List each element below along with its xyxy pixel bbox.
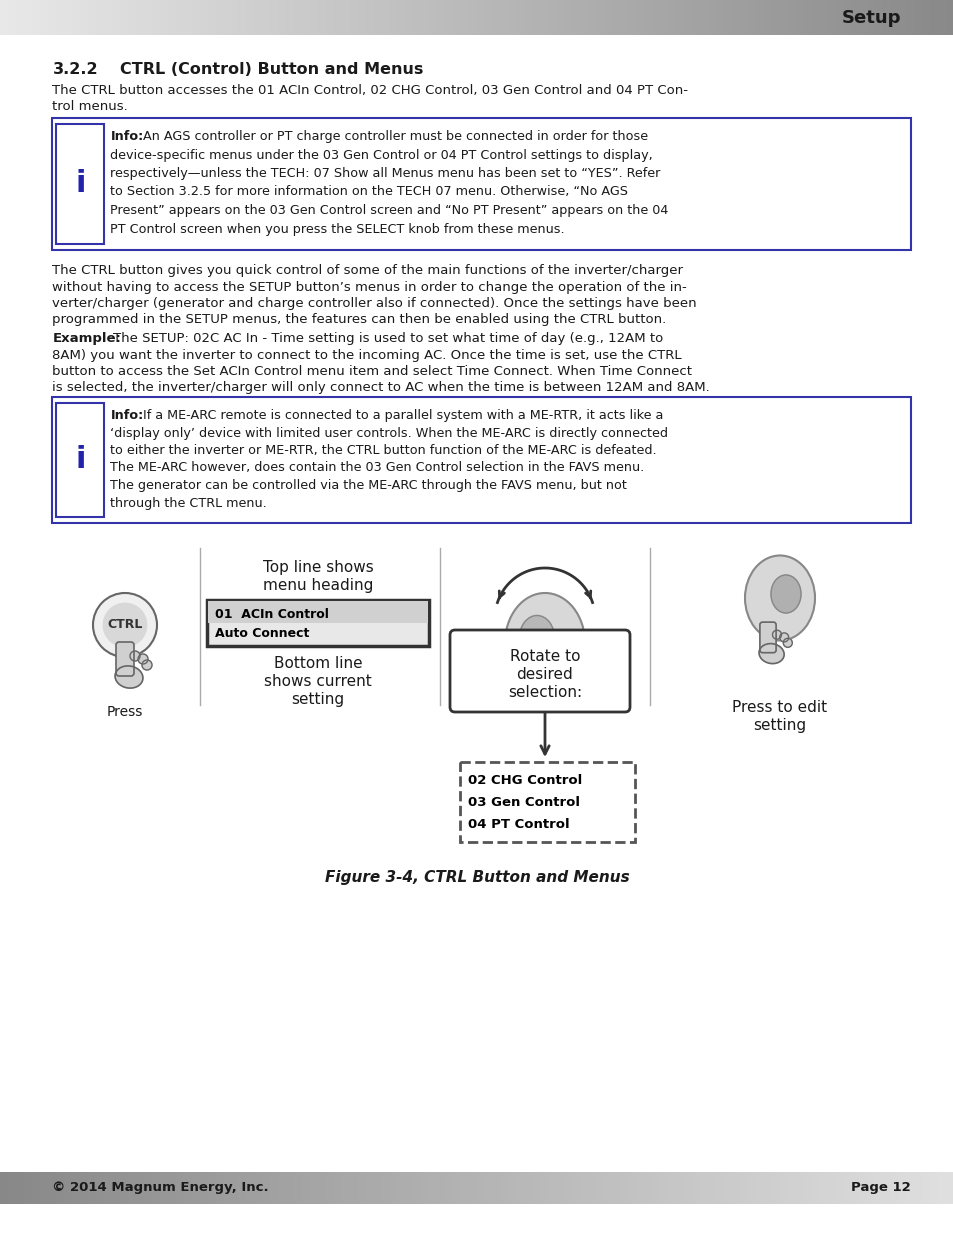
Text: Info:: Info: xyxy=(111,409,144,422)
Text: Top line shows: Top line shows xyxy=(262,559,373,576)
Text: i: i xyxy=(75,169,86,199)
Text: programmed in the SETUP menus, the features can then be enabled using the CTRL b: programmed in the SETUP menus, the featu… xyxy=(52,314,666,326)
Text: without having to access the SETUP button’s menus in order to change the operati: without having to access the SETUP butto… xyxy=(52,280,686,294)
Text: Press to edit: Press to edit xyxy=(732,700,826,715)
Text: to either the inverter or ME-RTR, the CTRL button function of the ME-ARC is defe: to either the inverter or ME-RTR, the CT… xyxy=(111,445,657,457)
Text: shows current: shows current xyxy=(264,674,372,689)
Text: PT Control screen when you press the SELECT knob from these menus.: PT Control screen when you press the SEL… xyxy=(111,222,564,236)
Text: 02 CHG Control: 02 CHG Control xyxy=(468,774,581,787)
Text: Figure 3-4, CTRL Button and Menus: Figure 3-4, CTRL Button and Menus xyxy=(324,869,629,885)
Text: Present” appears on the 03 Gen Control screen and “No PT Present” appears on the: Present” appears on the 03 Gen Control s… xyxy=(111,204,668,217)
Text: desired: desired xyxy=(517,667,573,682)
Ellipse shape xyxy=(519,615,554,661)
Text: i: i xyxy=(75,446,86,474)
Text: Setup: Setup xyxy=(841,9,901,27)
Ellipse shape xyxy=(770,576,801,613)
FancyBboxPatch shape xyxy=(52,119,910,249)
Ellipse shape xyxy=(744,556,814,641)
Text: to Section 3.2.5 for more information on the TECH 07 menu. Otherwise, “No AGS: to Section 3.2.5 for more information on… xyxy=(111,185,628,199)
Text: respectively—unless the TECH: 07 Show all Menus menu has been set to “YES”. Refe: respectively—unless the TECH: 07 Show al… xyxy=(111,167,660,180)
Text: CTRL (Control) Button and Menus: CTRL (Control) Button and Menus xyxy=(120,62,423,77)
Circle shape xyxy=(103,603,148,647)
Text: 04 PT Control: 04 PT Control xyxy=(468,818,569,831)
Text: setting: setting xyxy=(291,692,344,706)
FancyBboxPatch shape xyxy=(760,622,776,653)
Text: trol menus.: trol menus. xyxy=(52,100,128,114)
Text: menu heading: menu heading xyxy=(262,578,373,593)
FancyBboxPatch shape xyxy=(116,642,133,676)
FancyBboxPatch shape xyxy=(56,124,105,245)
Text: The CTRL button gives you quick control of some of the main functions of the inv: The CTRL button gives you quick control … xyxy=(52,264,682,277)
Ellipse shape xyxy=(759,643,783,663)
Text: Example:: Example: xyxy=(52,332,121,345)
Ellipse shape xyxy=(115,666,143,688)
Text: If a ME-ARC remote is connected to a parallel system with a ME-RTR, it acts like: If a ME-ARC remote is connected to a par… xyxy=(139,409,663,422)
Text: The CTRL button accesses the 01 ACIn Control, 02 CHG Control, 03 Gen Control and: The CTRL button accesses the 01 ACIn Con… xyxy=(52,84,688,98)
Text: Auto Connect: Auto Connect xyxy=(214,627,309,640)
Ellipse shape xyxy=(504,593,584,693)
FancyBboxPatch shape xyxy=(207,600,429,646)
FancyBboxPatch shape xyxy=(459,762,635,842)
FancyBboxPatch shape xyxy=(56,403,105,517)
Circle shape xyxy=(772,630,781,640)
Circle shape xyxy=(782,638,792,647)
Text: An AGS controller or PT charge controller must be connected in order for those: An AGS controller or PT charge controlle… xyxy=(139,130,648,143)
Text: verter/charger (generator and charge controller also if connected). Once the set: verter/charger (generator and charge con… xyxy=(52,296,697,310)
Circle shape xyxy=(779,632,788,642)
Text: through the CTRL menu.: through the CTRL menu. xyxy=(111,496,267,510)
Circle shape xyxy=(130,651,140,661)
Text: selection:: selection: xyxy=(507,685,581,700)
Text: ‘display only’ device with limited user controls. When the ME-ARC is directly co: ‘display only’ device with limited user … xyxy=(111,426,668,440)
Text: Page 12: Page 12 xyxy=(850,1182,910,1194)
Text: setting: setting xyxy=(753,718,805,734)
Text: 03 Gen Control: 03 Gen Control xyxy=(468,797,579,809)
Text: The generator can be controlled via the ME-ARC through the FAVS menu, but not: The generator can be controlled via the … xyxy=(111,479,627,492)
FancyBboxPatch shape xyxy=(52,396,910,522)
Circle shape xyxy=(92,593,157,657)
Text: CTRL: CTRL xyxy=(107,619,143,631)
Text: Press: Press xyxy=(107,705,143,719)
Circle shape xyxy=(142,659,152,671)
Text: device-specific menus under the 03 Gen Control or 04 PT Control settings to disp: device-specific menus under the 03 Gen C… xyxy=(111,148,653,162)
Text: button to access the Set ACIn Control menu item and select Time Connect. When Ti: button to access the Set ACIn Control me… xyxy=(52,366,692,378)
FancyBboxPatch shape xyxy=(208,601,428,622)
Circle shape xyxy=(138,655,148,664)
Text: 01  ACIn Control: 01 ACIn Control xyxy=(214,608,329,621)
Text: The SETUP: 02C AC In - Time setting is used to set what time of day (e.g., 12AM : The SETUP: 02C AC In - Time setting is u… xyxy=(113,332,663,345)
Text: © 2014 Magnum Energy, Inc.: © 2014 Magnum Energy, Inc. xyxy=(52,1182,269,1194)
Text: 8AM) you want the inverter to connect to the incoming AC. Once the time is set, : 8AM) you want the inverter to connect to… xyxy=(52,348,681,362)
Text: 3.2.2: 3.2.2 xyxy=(52,62,98,77)
Text: The ME-ARC however, does contain the 03 Gen Control selection in the FAVS menu.: The ME-ARC however, does contain the 03 … xyxy=(111,462,644,474)
FancyBboxPatch shape xyxy=(450,630,629,713)
Text: Rotate to: Rotate to xyxy=(509,650,579,664)
Text: Bottom line: Bottom line xyxy=(274,656,362,671)
Text: Info:: Info: xyxy=(111,130,144,143)
Text: is selected, the inverter/charger will only connect to AC when the time is betwe: is selected, the inverter/charger will o… xyxy=(52,382,709,394)
